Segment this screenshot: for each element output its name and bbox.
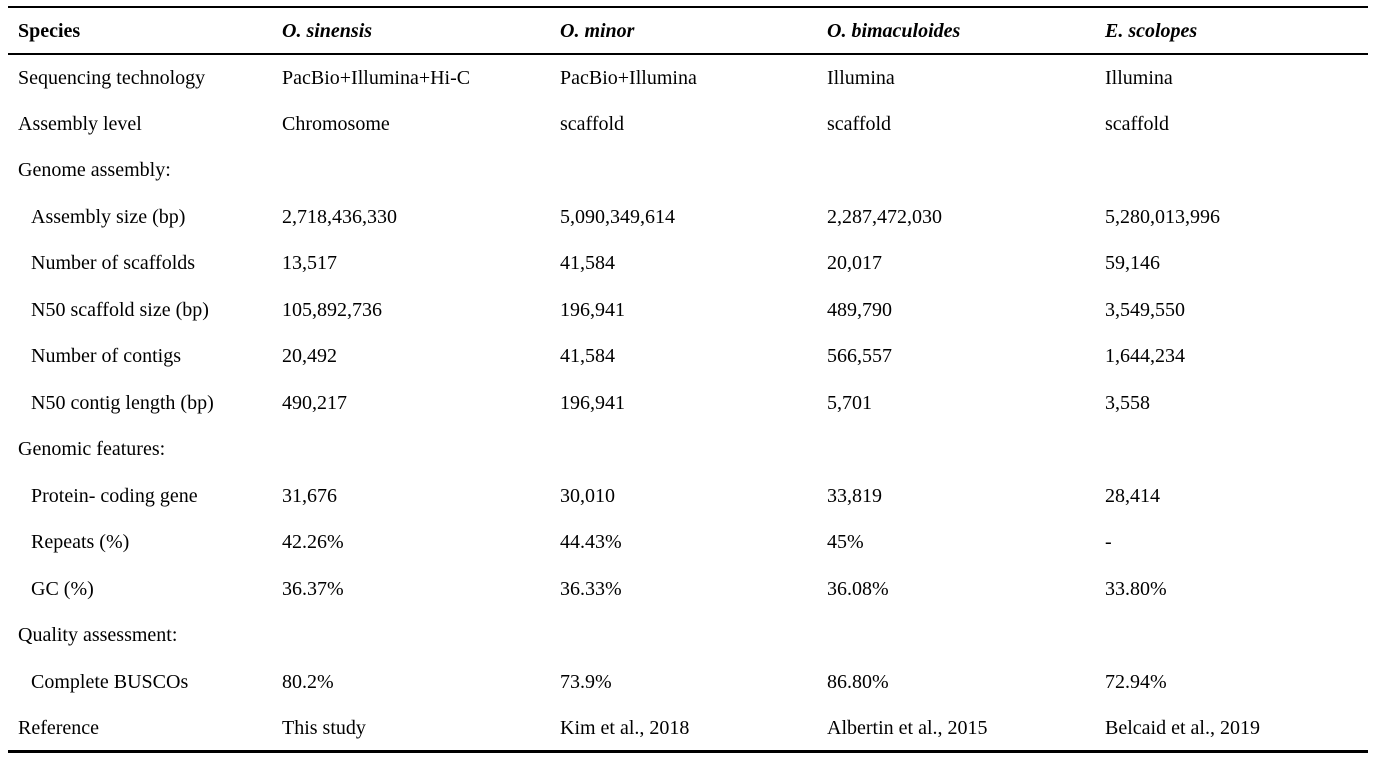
value-cell: 1,644,234 [1105,345,1185,368]
value-cell: Illumina [827,66,895,89]
value-cell: 5,701 [827,391,872,414]
value-cell: Albertin et al., 2015 [827,716,988,739]
value-cell: 44.43% [560,531,622,554]
value-cell: 36.33% [560,577,622,600]
value-cell: 36.37% [282,577,344,600]
value-cell [817,612,1095,659]
value-cell: 566,557 [827,345,892,368]
column-header-species-name: E. scolopes [1105,19,1198,42]
value-cell: 105,892,736 [282,298,382,321]
table-row: Repeats (%) 42.26% 44.43% 45% - [8,519,1368,566]
value-cell: Kim et al., 2018 [560,716,690,739]
value-cell [272,612,550,659]
value-cell: This study [282,716,366,739]
value-cell: 490,217 [282,391,347,414]
section-row: Genome assembly: [8,147,1368,194]
row-label-cell: Complete BUSCOs [31,670,189,693]
value-cell: 196,941 [560,391,625,414]
table-row: GC (%) 36.37% 36.33% 36.08% 33.80% [8,566,1368,613]
table-body: Sequencing technology PacBio+Illumina+Hi-… [8,54,1368,752]
value-cell [550,147,817,194]
table-row: Complete BUSCOs 80.2% 73.9% 86.80% 72.94% [8,659,1368,706]
value-cell: 31,676 [282,484,337,507]
row-label-cell: Number of scaffolds [31,252,196,275]
value-cell: 80.2% [282,670,334,693]
value-cell: scaffold [560,112,625,135]
value-cell: PacBio+Illumina [560,66,697,89]
value-cell: 36.08% [827,577,889,600]
value-cell: 41,584 [560,252,615,275]
value-cell: 20,017 [827,252,882,275]
value-cell: 3,558 [1105,391,1150,414]
section-row: Quality assessment: [8,612,1368,659]
value-cell: 3,549,550 [1105,298,1185,321]
value-cell: 45% [827,531,864,554]
row-label-cell: Sequencing technology [18,66,206,89]
table-row: Reference This study Kim et al., 2018 Alber… [8,705,1368,752]
value-cell: 28,414 [1105,484,1160,507]
row-label-cell: Assembly size (bp) [31,205,186,228]
section-row: Genomic features: [8,426,1368,473]
value-cell: Belcaid et al., 2019 [1105,716,1260,739]
row-label-cell: N50 contig length (bp) [31,391,214,414]
value-cell: 13,517 [282,252,337,275]
value-cell [550,426,817,473]
value-cell: - [1105,531,1112,554]
table-row: Assembly level Chromosome scaffold scaffold… [8,101,1368,148]
value-cell: scaffold [1105,112,1170,135]
value-cell [272,426,550,473]
row-label-cell: Repeats (%) [31,531,130,554]
value-cell: 2,718,436,330 [282,205,397,228]
section-label-cell: Genomic features: [18,438,166,461]
value-cell: 72.94% [1105,670,1167,693]
column-header-species-name: O. minor [560,19,635,42]
table-row: N50 contig length (bp) 490,217 196,941 5,70… [8,380,1368,427]
value-cell: 489,790 [827,298,892,321]
value-cell [817,426,1095,473]
value-cell: 73.9% [560,670,612,693]
value-cell: 196,941 [560,298,625,321]
section-label-cell: Quality assessment: [18,624,178,647]
value-cell [817,147,1095,194]
row-label-cell: Assembly level [18,112,142,135]
column-header-species: Species [18,19,81,42]
value-cell [550,612,817,659]
value-cell [1095,147,1368,194]
table-row: Number of contigs 20,492 41,584 566,557 1,64… [8,333,1368,380]
value-cell [1095,612,1368,659]
value-cell: Chromosome [282,112,390,135]
row-label-cell: Protein- coding gene [31,484,198,507]
value-cell: 2,287,472,030 [827,205,942,228]
value-cell: 30,010 [560,484,615,507]
document-page: Species O. sinensis O. minor O. bimaculoide… [0,6,1380,773]
column-header-species-name: O. sinensis [282,19,373,42]
value-cell: 41,584 [560,345,615,368]
column-header-species-name: O. bimaculoides [827,19,961,42]
table-row: N50 scaffold size (bp) 105,892,736 196,941… [8,287,1368,334]
row-label-cell: GC (%) [31,577,94,600]
value-cell: 33.80% [1105,577,1167,600]
value-cell: 20,492 [282,345,337,368]
value-cell: 33,819 [827,484,882,507]
value-cell: 86.80% [827,670,889,693]
value-cell [272,147,550,194]
row-label-cell: N50 scaffold size (bp) [31,298,209,321]
table-row: Number of scaffolds 13,517 41,584 20,017 59,… [8,240,1368,287]
value-cell: 59,146 [1105,252,1160,275]
value-cell: scaffold [827,112,892,135]
value-cell: 5,090,349,614 [560,205,675,228]
row-label-cell: Number of contigs [31,345,181,368]
genome-assembly-table: Species O. sinensis O. minor O. bimaculoide… [8,6,1368,753]
table-header-row: Species O. sinensis O. minor O. bimaculoide… [8,7,1368,54]
value-cell: 42.26% [282,531,344,554]
row-label-cell: Reference [18,716,100,739]
value-cell [1095,426,1368,473]
table-row: Sequencing technology PacBio+Illumina+Hi-… [8,54,1368,101]
table-row: Assembly size (bp) 2,718,436,330 5,090,349… [8,194,1368,241]
section-label-cell: Genome assembly: [18,159,171,182]
value-cell: Illumina [1105,66,1173,89]
value-cell: 5,280,013,996 [1105,205,1220,228]
table-row: Protein- coding gene 31,676 30,010 33,819 28… [8,473,1368,520]
value-cell: PacBio+Illumina+Hi-C [282,66,471,89]
